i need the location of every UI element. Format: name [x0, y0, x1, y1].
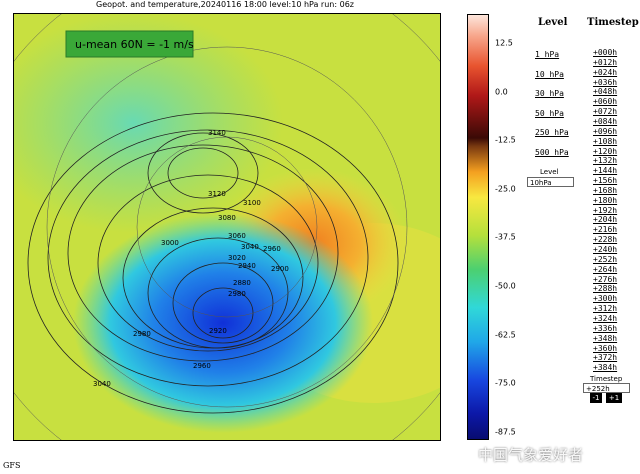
colorbar-label: -87.5	[495, 427, 516, 437]
timestep-link[interactable]: +264h	[593, 264, 618, 274]
timestep-link[interactable]: +276h	[593, 274, 618, 284]
timestep-link[interactable]: +336h	[593, 323, 618, 333]
contour-label: 2980	[133, 330, 151, 338]
timestep-link[interactable]: +024h	[593, 67, 618, 77]
level-link[interactable]: 30 hPa	[535, 89, 564, 99]
timestep-link[interactable]: +360h	[593, 343, 618, 353]
annotation-box	[65, 30, 194, 58]
model-label: GFS	[3, 461, 21, 470]
timestep-link[interactable]: +084h	[593, 116, 618, 126]
timestep-link[interactable]: +096h	[593, 126, 618, 136]
contour-label: 3100	[243, 199, 261, 207]
contour-label: 2900	[271, 265, 289, 273]
timestep-link[interactable]: +072h	[593, 107, 618, 117]
contour-label: 2920	[209, 327, 227, 335]
colorbar-label: -75.0	[495, 378, 516, 388]
level-link[interactable]: 250 hPa	[535, 128, 569, 138]
timestep-link[interactable]: +180h	[593, 195, 618, 205]
colorbar-label: 0.0	[495, 87, 508, 97]
contour-label: 2960	[263, 245, 281, 253]
level-label: Level	[540, 168, 559, 176]
map-title: Geopot. and temperature,20240116 18:00 l…	[96, 0, 354, 9]
timestep-link[interactable]: +300h	[593, 294, 618, 304]
timestep-link[interactable]: +060h	[593, 97, 618, 107]
contour-label: 2980	[228, 290, 246, 298]
timestep-link[interactable]: +108h	[593, 136, 618, 146]
level-link[interactable]: 500 hPa	[535, 148, 569, 157]
contour-label: 3040	[241, 243, 259, 251]
timestep-link[interactable]: +168h	[593, 185, 618, 195]
contour-label: 3020	[228, 254, 246, 262]
colorbar-label: -12.5	[495, 135, 516, 145]
contour-label: 2940	[238, 262, 256, 270]
contour-label: 2960	[193, 362, 211, 370]
timestep-link[interactable]: +348h	[593, 333, 618, 343]
timestep-label: Timestep	[590, 375, 623, 383]
colorbar-label: -25.0	[495, 184, 516, 194]
colorbar-label: -37.5	[495, 232, 516, 242]
contour-label: 3000	[161, 239, 179, 247]
timestep-link[interactable]: +216h	[593, 225, 618, 235]
timestep-link[interactable]: +132h	[593, 156, 618, 166]
contour-label: 3140	[208, 129, 226, 137]
watermark: 中国气象爱好者	[478, 446, 584, 464]
contours	[27, 112, 399, 414]
timestep-link[interactable]: +228h	[593, 235, 618, 245]
timestep-link[interactable]: +120h	[593, 146, 618, 156]
level-input[interactable]: 10hPa	[527, 177, 574, 187]
timestep-link[interactable]: +192h	[593, 205, 618, 215]
timestep-link[interactable]: +384h	[593, 363, 618, 373]
level-link[interactable]: 1 hPa	[535, 50, 560, 59]
timestep-link[interactable]: +312h	[593, 304, 618, 314]
level-heading: Level	[538, 17, 568, 28]
timestep-link[interactable]: +204h	[593, 215, 618, 225]
colorbar-label: 12.5	[495, 38, 513, 48]
timestep-link[interactable]: +012h	[593, 57, 618, 67]
timestep-link[interactable]: +036h	[593, 77, 618, 87]
timestep-link[interactable]: +324h	[593, 313, 618, 323]
colorbar	[467, 14, 489, 440]
next-button[interactable]: +1	[606, 393, 622, 403]
map-frame	[13, 13, 441, 441]
timestep-link[interactable]: +240h	[593, 245, 618, 254]
timestep-link[interactable]: +252h	[593, 254, 618, 264]
timestep-heading: Timestep	[587, 17, 639, 28]
contour-label: 3080	[218, 214, 236, 222]
timestep-link[interactable]: +144h	[593, 166, 618, 176]
contour-label: 3040	[93, 380, 111, 388]
timestep-link[interactable]: +048h	[593, 87, 618, 97]
level-link[interactable]: 50 hPa	[535, 108, 564, 118]
timestep-link[interactable]: +372h	[593, 353, 618, 363]
timestep-input[interactable]: +252h	[583, 383, 630, 393]
colorbar-label: -62.5	[495, 330, 516, 340]
annotation: u-mean 60N = -1 m/s	[75, 38, 194, 51]
timestep-link[interactable]: +000h	[593, 48, 618, 57]
colorbar-label: -50.0	[495, 281, 516, 291]
prev-button[interactable]: -1	[590, 393, 602, 403]
contour-label: 2880	[233, 279, 251, 287]
timestep-link[interactable]: +156h	[593, 176, 618, 186]
level-link[interactable]: 10 hPa	[535, 69, 564, 79]
map: u-mean 60N = -1 m/s 3140 3120 3100 3080 3060…	[13, 13, 441, 441]
contour-label: 3120	[208, 190, 226, 198]
grid-circles	[13, 13, 441, 441]
contour-label: 3060	[228, 232, 246, 240]
timestep-link[interactable]: +288h	[593, 284, 618, 294]
